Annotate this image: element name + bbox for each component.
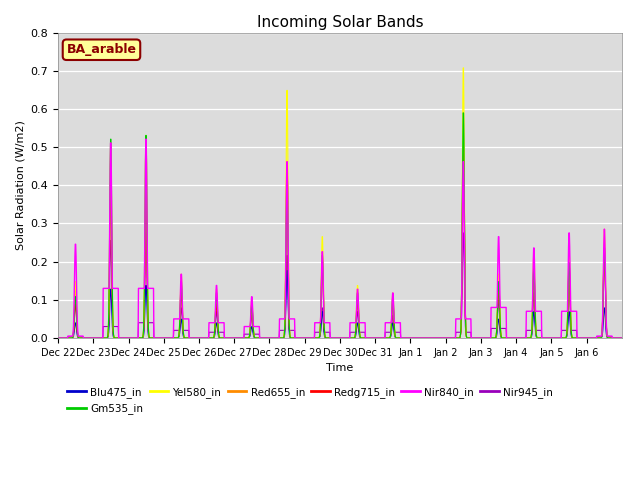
X-axis label: Time: Time xyxy=(326,363,353,373)
Title: Incoming Solar Bands: Incoming Solar Bands xyxy=(257,15,423,30)
Text: BA_arable: BA_arable xyxy=(67,43,136,56)
Legend: Blu475_in, Gm535_in, Yel580_in, Red655_in, Redg715_in, Nir840_in, Nir945_in: Blu475_in, Gm535_in, Yel580_in, Red655_i… xyxy=(63,383,557,418)
Y-axis label: Solar Radiation (W/m2): Solar Radiation (W/m2) xyxy=(15,120,25,250)
